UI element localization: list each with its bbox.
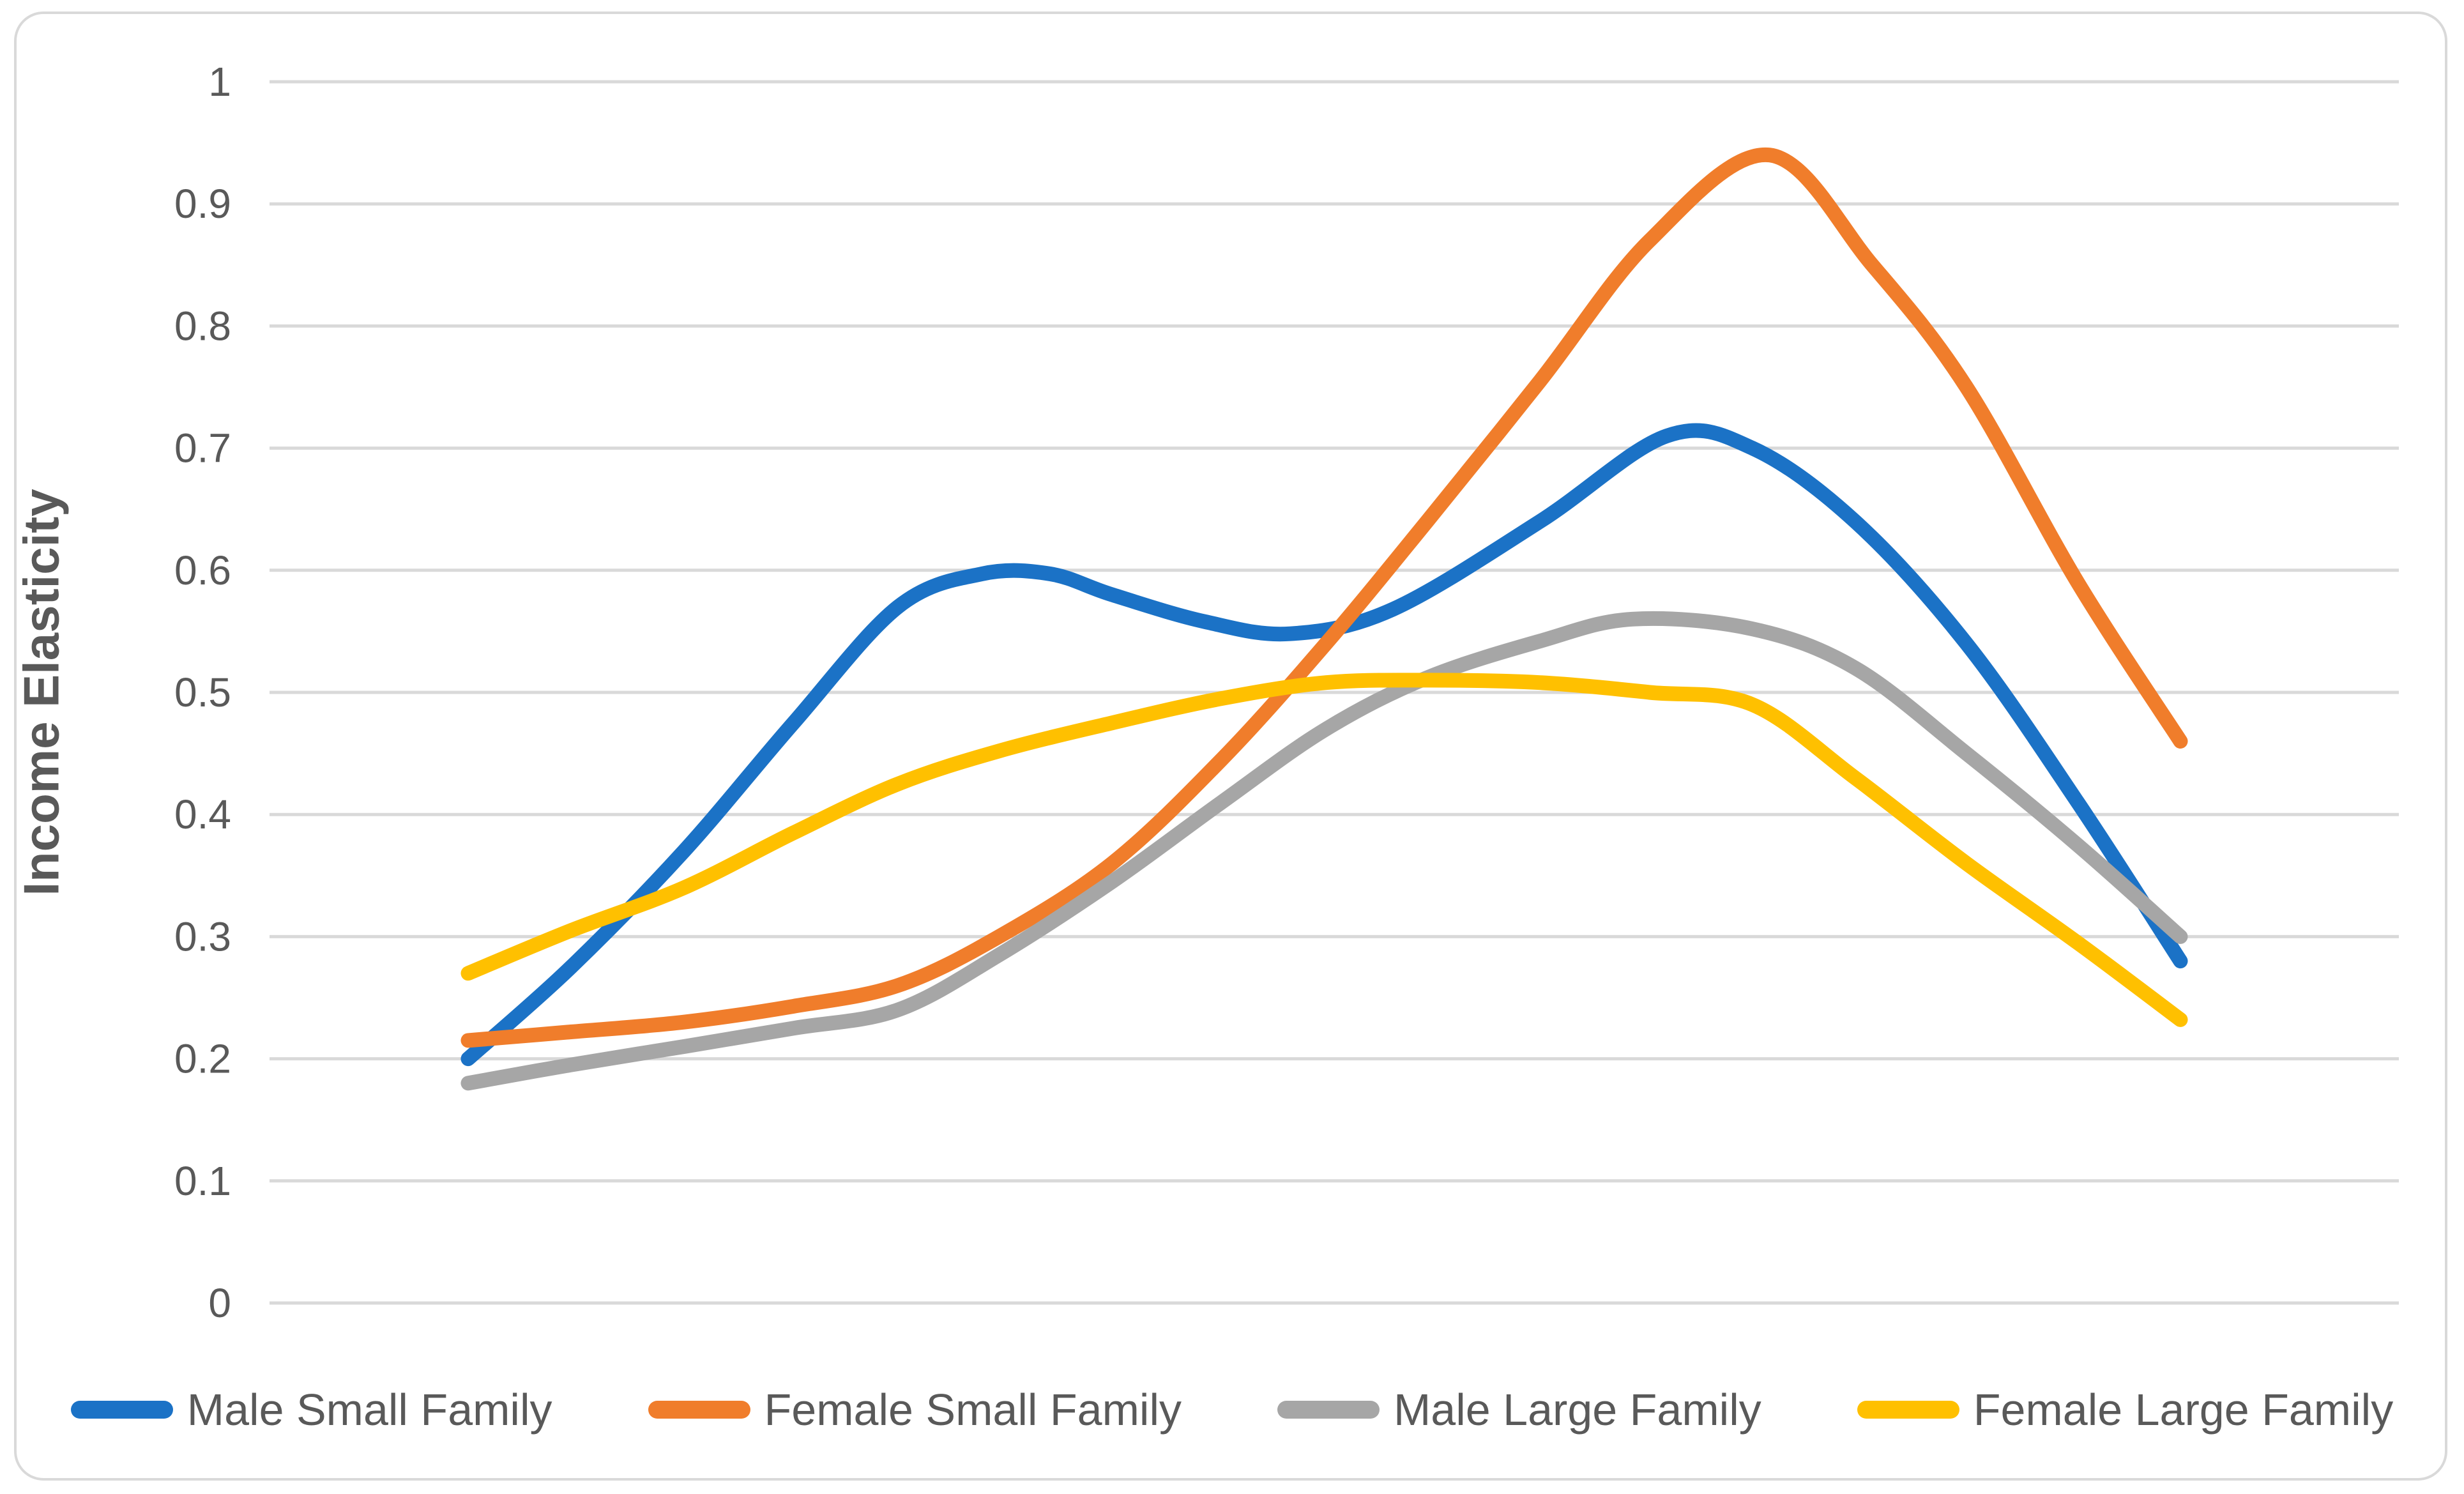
legend-item-female-large-family: Female Large Family (1857, 1387, 2393, 1432)
y-tick-label: 0.2 (174, 1036, 231, 1082)
y-tick-label: 0.5 (174, 669, 231, 715)
series-line-male-large-family (460, 611, 2188, 1091)
legend-label: Female Small Family (764, 1385, 1182, 1435)
legend-swatch-female-small-family (648, 1401, 750, 1419)
legend-label: Male Small Family (186, 1385, 552, 1435)
legend-label: Male Large Family (1394, 1385, 1761, 1435)
series-line-female-small-family (460, 148, 2188, 1048)
legend-swatch-female-large-family (1857, 1401, 1959, 1419)
y-tick-label: 0.9 (174, 181, 231, 227)
y-tick-label: 0.3 (174, 913, 231, 959)
series-line-male-small-family (460, 423, 2188, 1067)
y-tick-label: 0.7 (174, 425, 231, 471)
legend-swatch-male-small-family (70, 1401, 173, 1419)
y-tick-label: 0 (208, 1280, 231, 1326)
y-tick-label: 1 (208, 59, 231, 105)
legend-item-male-large-family: Male Large Family (1277, 1387, 1761, 1432)
legend-label: Female Large Family (1973, 1385, 2394, 1435)
legend-item-male-small-family: Male Small Family (70, 1385, 552, 1435)
series-line-female-large-family (460, 673, 2188, 1027)
y-tick-label: 0.4 (174, 791, 231, 837)
legend: Male Small Family Female Small Family Male… (0, 1375, 2464, 1445)
y-tick-label: 0.6 (174, 547, 231, 593)
legend-swatch-male-large-family (1277, 1401, 1380, 1419)
y-tick-label: 0.1 (174, 1158, 231, 1204)
y-tick-label: 0.8 (174, 303, 231, 349)
legend-item-female-small-family: Female Small Family (648, 1387, 1182, 1432)
